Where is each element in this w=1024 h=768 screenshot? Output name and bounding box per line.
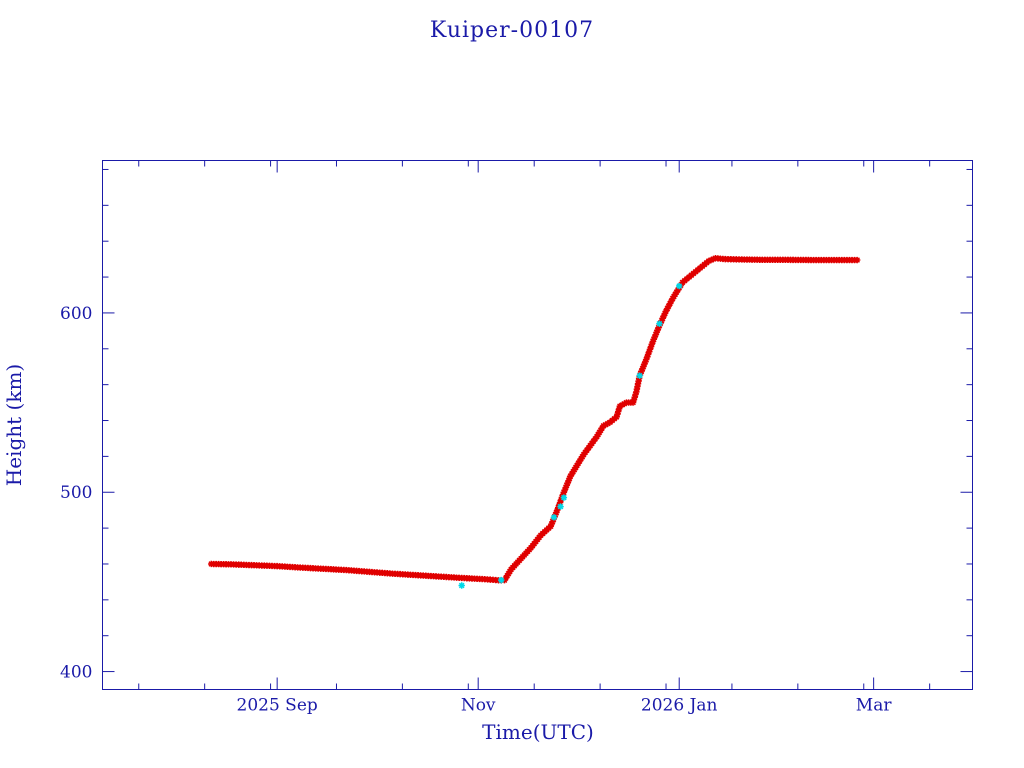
data-point [658, 317, 665, 324]
data-point [710, 255, 717, 263]
data-point [642, 358, 649, 366]
data-point [561, 486, 569, 494]
data-point [548, 520, 555, 528]
data-point [645, 348, 653, 356]
data-point [563, 482, 570, 489]
plot-frame [102, 160, 973, 690]
data-point [641, 360, 648, 368]
series-primary [208, 255, 861, 584]
data-point [614, 411, 621, 418]
data-point [651, 333, 658, 341]
data-point [615, 408, 622, 415]
data-point [638, 367, 645, 375]
data-point [566, 475, 573, 482]
data-point [664, 305, 671, 312]
data-point [655, 324, 662, 331]
x-axis-label: Time(UTC) [482, 720, 594, 744]
data-point [549, 518, 556, 525]
data-point [629, 399, 637, 406]
data-point [705, 257, 713, 265]
x-tick-label: 2026 Jan [641, 696, 718, 716]
y-tick-label: 600 [60, 304, 92, 324]
data-point [647, 343, 655, 350]
data-point [550, 514, 558, 521]
data-point [653, 329, 660, 336]
data-point [562, 484, 569, 491]
data-point [555, 504, 562, 511]
y-axis: 400 500 600 [60, 168, 973, 683]
data-point [560, 489, 568, 496]
data-point [656, 320, 663, 327]
chart-title: Kuiper-00107 [430, 18, 594, 43]
x-axis: 2025 Sep Nov 2026 Jan Mar [138, 160, 931, 716]
data-point [660, 312, 668, 320]
data-point [630, 396, 638, 404]
data-point [553, 509, 560, 516]
data-point [498, 576, 505, 584]
data-point [666, 300, 674, 307]
data-point [676, 282, 683, 290]
data-point [644, 351, 652, 358]
data-point [652, 331, 659, 338]
data-point [648, 340, 656, 348]
data-point [557, 503, 564, 510]
data-point [458, 582, 465, 589]
data-point [646, 346, 654, 353]
data-point [556, 499, 564, 506]
data-point [557, 496, 565, 504]
data-point [643, 353, 651, 361]
x-tick-label: Nov [461, 696, 496, 716]
data-point [552, 511, 559, 518]
y-tick-label: 500 [60, 483, 92, 503]
data-point [650, 336, 657, 343]
series-secondary [458, 282, 683, 589]
y-axis-label: Height (km) [2, 364, 26, 486]
data-point [853, 256, 861, 264]
data-point [613, 413, 620, 421]
data-point [662, 307, 670, 315]
data-point [643, 356, 650, 363]
data-point [659, 315, 666, 322]
data-point [615, 405, 623, 413]
x-tick-label: Mar [856, 696, 893, 716]
data-point [640, 363, 647, 370]
data-point [639, 365, 646, 372]
data-point [654, 326, 661, 334]
data-point [661, 310, 669, 317]
data-point [554, 506, 561, 514]
data-point [559, 491, 567, 499]
x-tick-label: 2025 Sep [237, 696, 318, 716]
data-point [637, 370, 644, 377]
data-point [649, 338, 657, 345]
data-point [564, 479, 571, 487]
data-point [560, 494, 568, 501]
data-point [665, 302, 672, 310]
data-points [208, 255, 861, 589]
data-point [547, 523, 554, 530]
data-point [565, 477, 572, 484]
data-point [636, 372, 643, 379]
data-point [707, 256, 715, 264]
data-point [631, 394, 638, 401]
y-tick-label: 400 [60, 663, 92, 683]
data-point [668, 297, 675, 305]
data-point [632, 391, 639, 398]
